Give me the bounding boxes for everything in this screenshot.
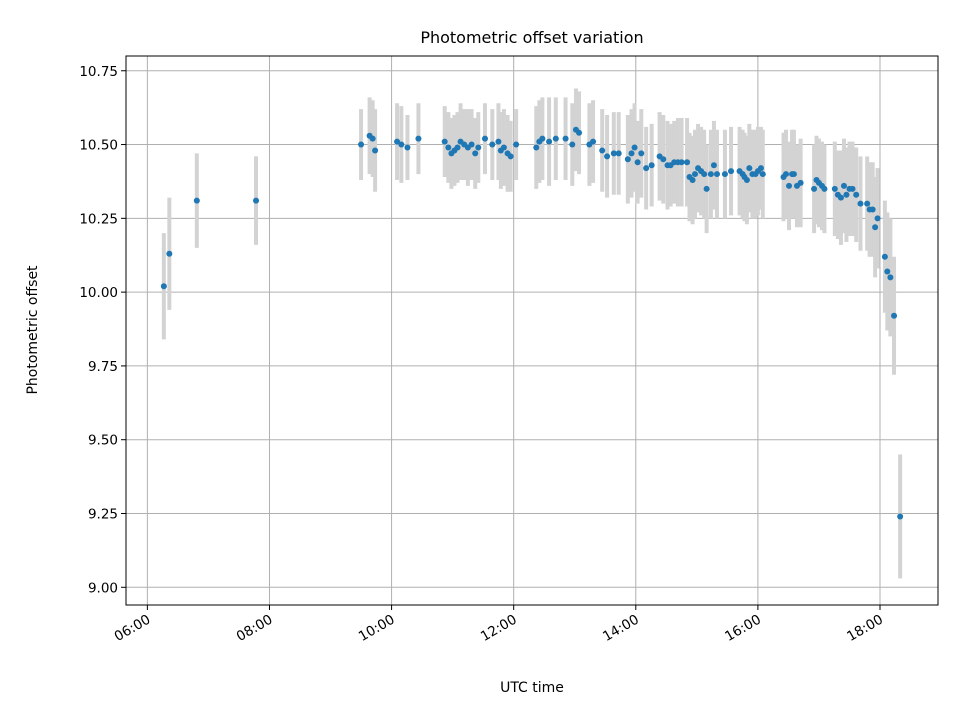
data-points [160,126,904,520]
data-point [797,179,804,186]
data-point [631,144,638,151]
data-point [713,171,720,178]
y-tick-label: 9.00 [88,580,118,596]
data-point [604,153,611,160]
y-tick-label: 10.00 [79,285,118,301]
data-point [638,150,645,157]
data-point [648,162,655,169]
data-point [864,200,871,207]
data-point [166,250,173,257]
data-point [884,268,891,275]
y-tick-label: 9.75 [88,359,118,375]
data-point [840,182,847,189]
data-point [790,171,797,178]
data-point [678,159,685,166]
data-point [539,135,546,142]
data-point [599,147,606,154]
data-point [628,150,635,157]
data-point [849,185,856,192]
data-point [369,135,376,142]
data-point [445,144,452,151]
data-point [624,156,631,163]
data-point [500,144,507,151]
data-point [481,135,488,142]
data-point [891,312,898,319]
data-point [786,182,793,189]
data-point [821,185,828,192]
chart-title: Photometric offset variation [420,28,643,47]
data-point [811,185,818,192]
data-point [552,135,559,142]
data-point [468,141,475,148]
data-point [881,253,888,260]
data-point [853,191,860,198]
data-point [454,144,461,151]
data-point [643,165,650,172]
data-point [692,171,699,178]
grid-lines [126,56,938,605]
data-point [569,141,576,148]
data-point [703,185,710,192]
data-point [394,138,401,145]
data-point [689,176,696,183]
data-point [358,141,365,148]
data-point [489,141,496,148]
y-tick-label: 10.25 [79,211,118,227]
data-point [372,147,379,154]
y-tick-label: 9.25 [88,507,118,523]
data-point [874,215,881,222]
data-point [398,141,405,148]
data-point [872,224,879,231]
data-point [831,185,838,192]
x-axis-label: UTC time [500,680,564,696]
data-point [707,171,714,178]
data-point [634,159,641,166]
data-point [253,197,260,204]
data-point [887,274,894,281]
data-point [701,171,708,178]
data-point [710,162,717,169]
data-point [843,191,850,198]
data-point [160,283,167,290]
data-point [610,150,617,157]
data-point [869,206,876,213]
data-point [684,159,691,166]
data-point [837,194,844,201]
data-point [857,200,864,207]
data-point [660,156,667,163]
data-point [562,135,569,142]
data-point [897,513,904,520]
data-point [743,176,750,183]
plot-frame [125,55,939,606]
y-tick-label: 10.50 [79,138,118,154]
data-point [759,171,766,178]
data-point [495,138,502,145]
data-point [721,171,728,178]
data-point [193,197,200,204]
data-point [757,165,764,172]
data-point [746,165,753,172]
data-point [475,144,482,151]
y-axis-label: Photometric offset [25,265,41,395]
data-point [513,141,520,148]
data-point [472,150,479,157]
data-point [507,153,514,160]
data-point [415,135,422,142]
data-point [441,138,448,145]
data-point [728,168,735,175]
data-point [576,129,583,136]
data-point [615,150,622,157]
y-tick-label: 10.75 [79,64,118,80]
y-tick-label: 9.50 [88,433,118,449]
data-point [404,144,411,151]
data-point [782,171,789,178]
data-point [590,138,597,145]
data-point [546,138,553,145]
y-axis-ticks: 9.00 9.25 9.50 9.75 10.00 10.25 10.50 10.75 [79,64,126,596]
data-point [533,144,540,151]
